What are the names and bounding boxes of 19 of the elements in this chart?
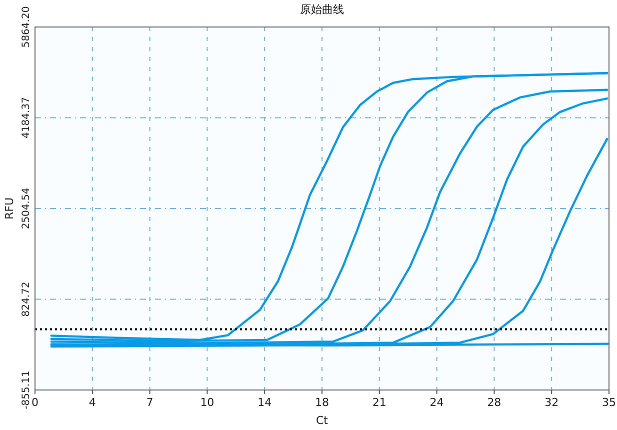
y-tick-label: 824.72 (21, 282, 32, 317)
y-tick-label: 4184.37 (21, 97, 32, 138)
x-tick-label: 14 (258, 396, 272, 409)
x-tick-label: 21 (372, 396, 386, 409)
x-tick-label: 7 (146, 396, 154, 409)
y-tick-label: 5864.20 (21, 6, 32, 48)
x-tick-label: 28 (487, 396, 502, 409)
x-tick-label: 4 (88, 396, 96, 409)
x-tick-label: 10 (200, 396, 214, 409)
x-tick-label: 32 (544, 396, 559, 409)
x-axis-title: Ct (316, 414, 329, 427)
x-tick-label: 18 (315, 396, 329, 409)
y-tick-label: 2504.54 (21, 188, 32, 230)
x-tick-label: 0 (32, 396, 38, 409)
y-tick-label: -855.11 (21, 370, 32, 410)
x-tick-label: 24 (430, 396, 444, 409)
chart-title: 原始曲线 (300, 3, 344, 16)
x-tick-label: 35 (602, 396, 616, 409)
y-axis-title: RFU (3, 197, 16, 220)
